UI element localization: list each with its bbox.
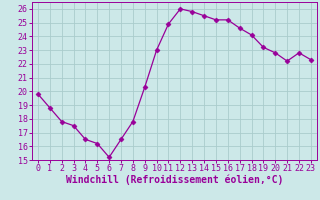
X-axis label: Windchill (Refroidissement éolien,°C): Windchill (Refroidissement éolien,°C) [66, 175, 283, 185]
